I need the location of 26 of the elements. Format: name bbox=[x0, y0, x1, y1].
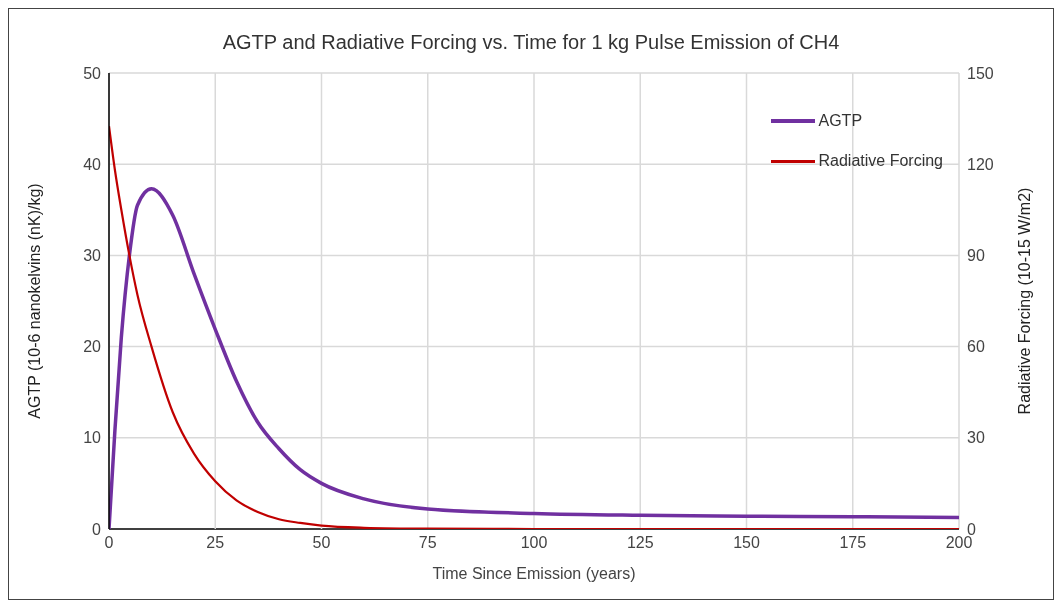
y-tick-label: 10 bbox=[83, 429, 102, 447]
x-tick-label: 175 bbox=[839, 534, 867, 552]
x-tick-label: 150 bbox=[733, 534, 760, 552]
y2-axis-title: Radiative Forcing (10-15 W/m2) bbox=[1015, 187, 1033, 415]
y-tick-label: 20 bbox=[83, 338, 102, 356]
x-tick-label: 125 bbox=[626, 534, 654, 552]
y2-tick-label: 90 bbox=[967, 247, 985, 265]
x-tick-label: 100 bbox=[520, 534, 548, 552]
y-tick-label: 40 bbox=[83, 155, 102, 173]
x-tick-label: 25 bbox=[206, 534, 225, 552]
y2-tick-label: 120 bbox=[967, 155, 994, 173]
x-axis-title: Time Since Emission (years) bbox=[432, 565, 636, 582]
x-tick-label: 75 bbox=[418, 534, 437, 552]
y2-tick-label: 150 bbox=[967, 64, 994, 82]
y2-tick-label: 30 bbox=[967, 429, 985, 447]
legend-label: AGTP bbox=[818, 111, 863, 131]
chart-title: AGTP and Radiative Forcing vs. Time for 1 kg Pulse Emission of CH4 bbox=[221, 30, 841, 55]
legend-label: Radiative Forcing bbox=[818, 151, 943, 171]
x-tick-label: 0 bbox=[104, 534, 114, 552]
y-tick-label: 0 bbox=[92, 520, 102, 538]
y-tick-label: 30 bbox=[83, 247, 102, 265]
x-tick-label: 50 bbox=[312, 534, 331, 552]
x-tick-label: 200 bbox=[945, 534, 973, 552]
y-tick-label: 50 bbox=[83, 64, 102, 82]
y2-tick-label: 60 bbox=[967, 338, 985, 356]
y-axis-title: AGTP (10-6 nanokelvins (nK)/kg) bbox=[25, 183, 43, 419]
